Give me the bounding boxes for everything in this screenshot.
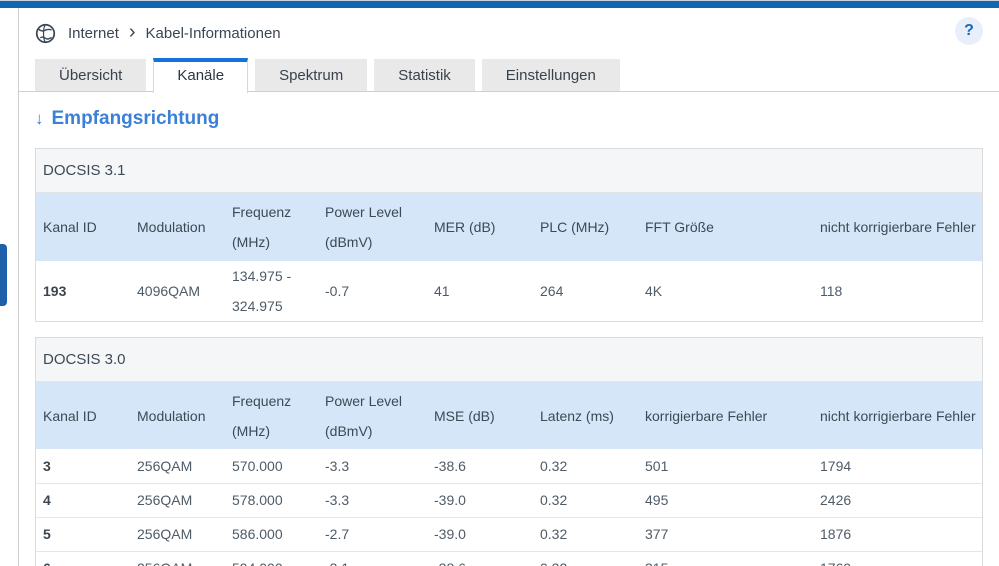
breadcrumb-page: Kabel-Informationen: [145, 24, 281, 42]
side-panel-handle[interactable]: [0, 244, 7, 306]
cell-modulation: 256QAM: [130, 517, 225, 551]
tab-uebersicht[interactable]: Übersicht: [35, 59, 147, 92]
header-cell: Kanal ID: [36, 382, 130, 449]
top-accent-bar: [0, 0, 999, 8]
cell-uncorrectable-errors: 1876: [813, 517, 982, 551]
cell-frequenz: 586.000: [225, 517, 318, 551]
cell-correctable-errors: 501: [638, 449, 813, 483]
header-cell: Frequenz (MHz): [225, 193, 318, 261]
cell-mer: 41: [427, 261, 533, 321]
cell-mse: -39.0: [427, 517, 533, 551]
cell-frequenz: 578.000: [225, 483, 318, 517]
cell-uncorrectable-errors: 1794: [813, 449, 982, 483]
tab-einstellungen[interactable]: Einstellungen: [481, 59, 620, 92]
docsis31-panel: DOCSIS 3.1 Kanal ID Modulation Frequenz(…: [35, 148, 983, 322]
docsis31-table: Kanal ID Modulation Frequenz (MHz) Power …: [36, 193, 982, 321]
main-content: ↓ Empfangsrichtung DOCSIS 3.1 Kanal ID M…: [0, 92, 999, 566]
header-cell: MSE (dB): [427, 382, 533, 449]
header-cell: korrigierbare Fehler: [638, 382, 813, 449]
downstream-section-header[interactable]: ↓ Empfangsrichtung: [35, 108, 999, 130]
tab-statistik[interactable]: Statistik: [374, 59, 475, 92]
cell-frequenz: 570.000: [225, 449, 318, 483]
cell-latenz: 0.32: [533, 449, 638, 483]
cell-modulation: 256QAM: [130, 551, 225, 566]
cell-mse: -38.6: [427, 449, 533, 483]
section-title: Empfangsrichtung: [51, 108, 220, 129]
cell-uncorrectable-errors: 118: [813, 261, 982, 321]
tab-kanaele[interactable]: Kanäle: [153, 58, 249, 93]
breadcrumb-separator-icon: ›: [128, 20, 136, 43]
cell-frequenz: 594.000: [225, 551, 318, 566]
left-divider: [18, 8, 19, 566]
tab-spektrum[interactable]: Spektrum: [255, 59, 368, 92]
help-button[interactable]: ?: [955, 17, 983, 45]
docsis30-header-row: Kanal ID Modulation Frequenz (MHz) Power …: [36, 382, 982, 449]
cell-latenz: 0.32: [533, 483, 638, 517]
cell-correctable-errors: 495: [638, 483, 813, 517]
cell-mse: -39.0: [427, 483, 533, 517]
cell-plc: 264: [533, 261, 638, 321]
cell-modulation: 4096QAM: [130, 261, 225, 321]
header-cell: Frequenz (MHz): [225, 382, 318, 449]
header-cell: Latenz (ms): [533, 382, 638, 449]
header-cell: nicht korrigierbare Fehler: [813, 382, 982, 449]
cell-mse: -38.6: [427, 551, 533, 566]
docsis30-panel: DOCSIS 3.0 Kanal ID Modulation Frequenz(…: [35, 337, 983, 566]
cell-latenz: 0.32: [533, 551, 638, 566]
cell-power-level: -0.7: [318, 261, 427, 321]
cell-power-level: -2.7: [318, 517, 427, 551]
header-cell: Modulation: [130, 193, 225, 261]
cell-power-level: -3.3: [318, 449, 427, 483]
header-cell: FFT Größe: [638, 193, 813, 261]
cell-fft: 4K: [638, 261, 813, 321]
cell-kanal-id: 5: [36, 517, 130, 551]
header-cell: MER (dB): [427, 193, 533, 261]
tab-bar: Übersicht Kanäle Spektrum Statistik Eins…: [0, 58, 999, 93]
cell-frequenz: 134.975 - 324.975: [225, 261, 318, 321]
docsis31-title: DOCSIS 3.1: [36, 149, 982, 193]
table-row: 193 4096QAM 134.975 - 324.975 -0.7 41 26…: [36, 261, 982, 321]
header-cell: Modulation: [130, 382, 225, 449]
docsis31-header-row: Kanal ID Modulation Frequenz (MHz) Power …: [36, 193, 982, 261]
table-row: 4 256QAM 578.000 -3.3 -39.0 0.32 495 242…: [36, 483, 982, 517]
header-cell: PLC (MHz): [533, 193, 638, 261]
header-cell: Kanal ID: [36, 193, 130, 261]
cell-uncorrectable-errors: 2426: [813, 483, 982, 517]
collapse-arrow-icon: ↓: [35, 109, 44, 128]
docsis30-table: Kanal ID Modulation Frequenz (MHz) Power …: [36, 382, 982, 566]
cell-kanal-id: 4: [36, 483, 130, 517]
table-row: 3 256QAM 570.000 -3.3 -38.6 0.32 501 179…: [36, 449, 982, 483]
cell-uncorrectable-errors: 1769: [813, 551, 982, 566]
header-cell: Power Level (dBmV): [318, 193, 427, 261]
internet-globe-icon: [35, 23, 56, 44]
breadcrumb-section[interactable]: Internet: [68, 24, 119, 42]
cell-correctable-errors: 315: [638, 551, 813, 566]
table-row: 5 256QAM 586.000 -2.7 -39.0 0.32 377 187…: [36, 517, 982, 551]
cell-latenz: 0.32: [533, 517, 638, 551]
cell-correctable-errors: 377: [638, 517, 813, 551]
table-row: 6 256QAM 594.000 -3.1 -38.6 0.32 315 176…: [36, 551, 982, 566]
cell-kanal-id: 6: [36, 551, 130, 566]
header-cell: nicht korrigierbare Fehler: [813, 193, 982, 261]
cell-power-level: -3.1: [318, 551, 427, 566]
cell-modulation: 256QAM: [130, 449, 225, 483]
cell-kanal-id: 193: [36, 261, 130, 321]
cell-power-level: -3.3: [318, 483, 427, 517]
header-cell: Power Level (dBmV): [318, 382, 427, 449]
cell-kanal-id: 3: [36, 449, 130, 483]
docsis30-title: DOCSIS 3.0: [36, 338, 982, 382]
breadcrumb: Internet › Kabel-Informationen ?: [0, 8, 999, 58]
cell-modulation: 256QAM: [130, 483, 225, 517]
